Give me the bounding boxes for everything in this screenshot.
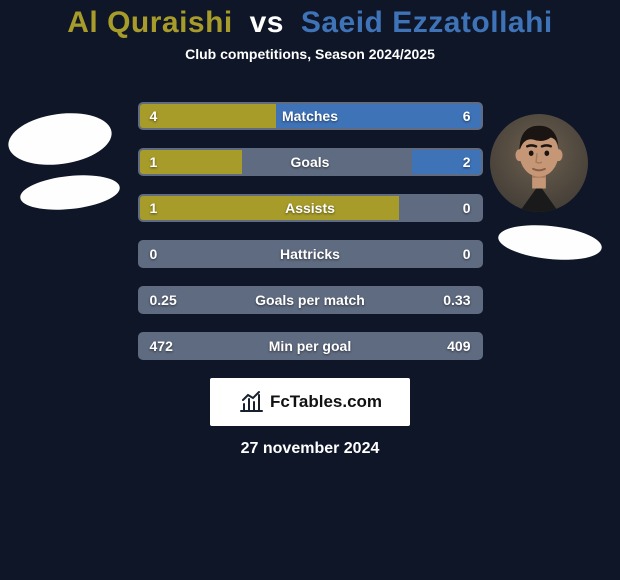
watermark: FcTables.com bbox=[210, 378, 410, 426]
subtitle: Club competitions, Season 2024/2025 bbox=[0, 46, 620, 62]
watermark-text: FcTables.com bbox=[270, 392, 382, 412]
stat-label: Matches bbox=[140, 104, 481, 128]
stat-row: 472409Min per goal bbox=[138, 332, 483, 360]
stat-row: 10Assists bbox=[138, 194, 483, 222]
stat-label: Hattricks bbox=[140, 242, 481, 266]
date: 27 november 2024 bbox=[0, 440, 620, 458]
player1-avatar bbox=[5, 107, 115, 171]
comparison-card: Al Quraishi vs Saeid Ezzatollahi Club co… bbox=[0, 0, 620, 580]
watermark-icon bbox=[238, 390, 264, 414]
stat-row: 00Hattricks bbox=[138, 240, 483, 268]
player2-avatar bbox=[490, 114, 588, 212]
stat-row: 0.250.33Goals per match bbox=[138, 286, 483, 314]
body: 46Matches 12Goals 10Assists 00Hattricks 0.25… bbox=[0, 102, 620, 458]
stat-label: Assists bbox=[140, 196, 481, 220]
stat-bars: 46Matches 12Goals 10Assists 00Hattricks 0.25… bbox=[138, 102, 483, 360]
player1-name: Al Quraishi bbox=[67, 6, 233, 39]
stat-row: 46Matches bbox=[138, 102, 483, 130]
stat-row: 12Goals bbox=[138, 148, 483, 176]
title: Al Quraishi vs Saeid Ezzatollahi bbox=[0, 0, 620, 40]
player1-flag bbox=[19, 171, 122, 214]
stat-label: Goals bbox=[140, 150, 481, 174]
avatar-illustration bbox=[490, 114, 588, 212]
stat-label: Goals per match bbox=[140, 288, 481, 312]
title-vs: vs bbox=[250, 6, 284, 39]
stat-label: Min per goal bbox=[140, 334, 481, 358]
player2-flag bbox=[497, 221, 604, 265]
player2-name: Saeid Ezzatollahi bbox=[301, 6, 553, 39]
